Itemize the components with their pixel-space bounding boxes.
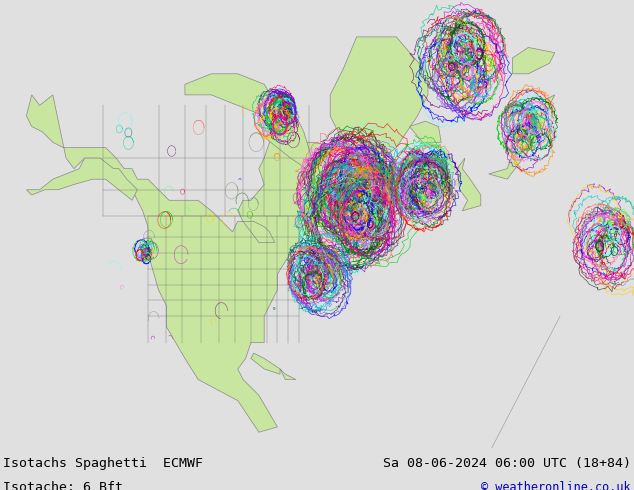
Polygon shape [259, 95, 312, 169]
Polygon shape [27, 95, 335, 432]
Text: Isotache: 6 Bft: Isotache: 6 Bft [3, 481, 123, 490]
Polygon shape [251, 353, 280, 374]
Polygon shape [457, 158, 481, 211]
Text: Sa 08-06-2024 06:00 UTC (18+84): Sa 08-06-2024 06:00 UTC (18+84) [383, 457, 631, 470]
Polygon shape [280, 369, 296, 379]
Polygon shape [185, 74, 278, 116]
Text: Isotachs Spaghetti  ECMWF: Isotachs Spaghetti ECMWF [3, 457, 203, 470]
Polygon shape [410, 121, 441, 142]
Text: © weatheronline.co.uk: © weatheronline.co.uk [481, 481, 631, 490]
Polygon shape [489, 95, 555, 179]
Polygon shape [27, 158, 138, 200]
Polygon shape [512, 48, 555, 74]
Polygon shape [330, 37, 428, 158]
